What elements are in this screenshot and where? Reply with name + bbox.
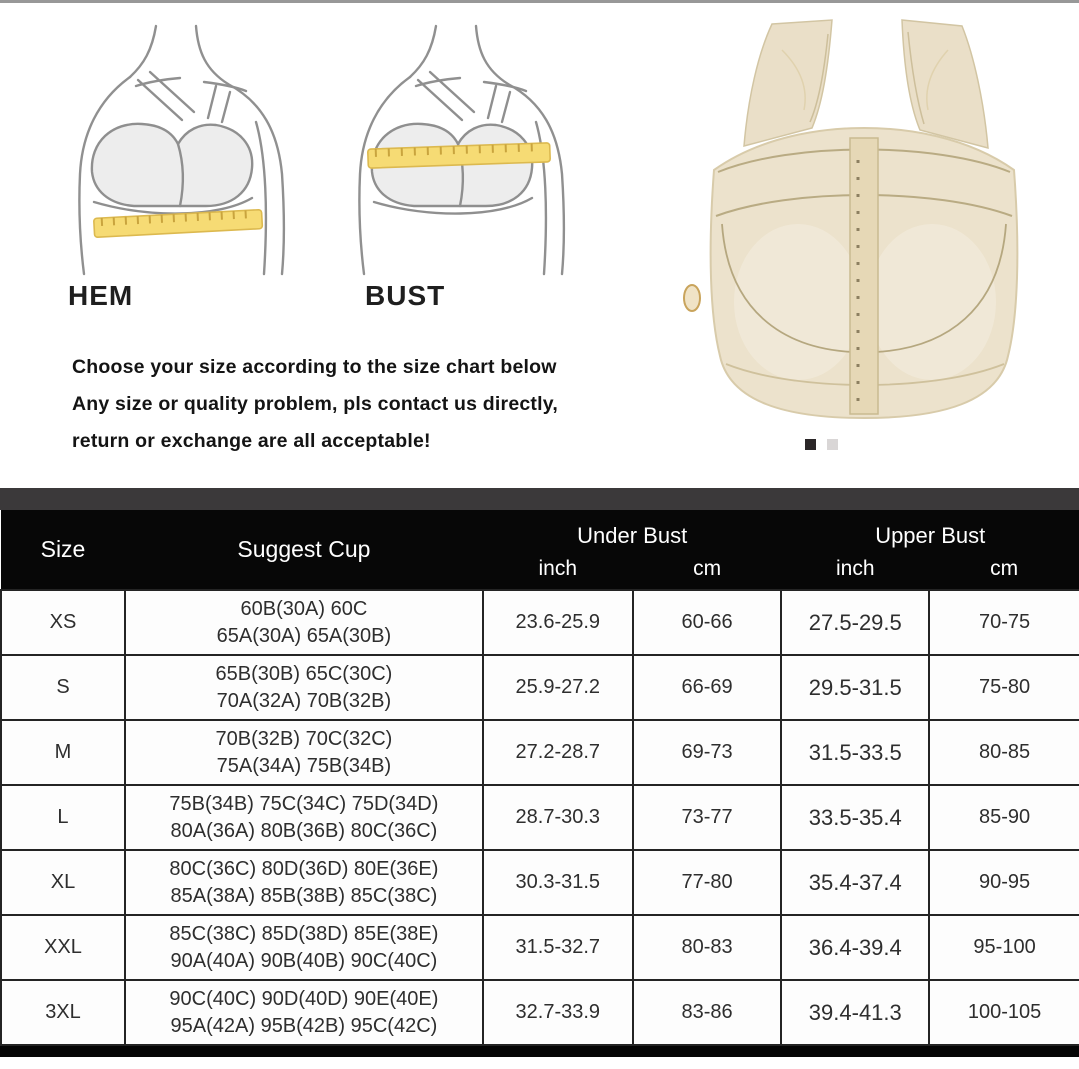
cell-upper-cm: 100-105 [928, 979, 1079, 1046]
cell-suggest-cup: 65B(30B) 65C(30C) 70A(32A) 70B(32B) [123, 654, 484, 721]
cell-under-inch: 30.3-31.5 [481, 849, 634, 916]
cell-under-inch: 32.7-33.9 [481, 979, 634, 1046]
size-chart-bottom-bar [0, 1046, 1079, 1057]
header-upper-inch: inch [781, 556, 930, 590]
cup-line-2: 75A(34A) 75B(34B) [216, 754, 392, 777]
cell-size: L [0, 784, 126, 851]
table-row-xxl: XXL 85C(38C) 85D(38D) 85E(38E) 90A(40A) … [0, 914, 1079, 981]
cell-size: XXL [0, 914, 126, 981]
cup-line-1: 70B(32B) 70C(32C) [215, 727, 393, 750]
gallery-dots [805, 439, 838, 450]
cup-line-2: 70A(32A) 70B(32B) [216, 689, 392, 712]
note-line-3: return or exchange are all acceptable! [72, 430, 431, 452]
cell-upper-inch: 39.4-41.3 [780, 979, 931, 1046]
cell-upper-cm: 70-75 [928, 589, 1079, 656]
gallery-dot-inactive[interactable] [827, 439, 838, 450]
cell-suggest-cup: 60B(30A) 60C 65A(30A) 65A(30B) [123, 589, 484, 656]
cell-upper-cm: 90-95 [928, 849, 1079, 916]
cell-under-inch: 25.9-27.2 [481, 654, 634, 721]
header-upper-cm: cm [929, 556, 1079, 590]
product-photo[interactable] [652, 10, 1076, 432]
table-row-xs: XS 60B(30A) 60C 65A(30A) 65A(30B) 23.6-2… [0, 589, 1079, 656]
table-row-m: M 70B(32B) 70C(32C) 75A(34A) 75B(34B) 27… [0, 719, 1079, 786]
top-divider [0, 0, 1079, 3]
cell-under-inch: 27.2-28.7 [481, 719, 634, 786]
cell-under-cm: 66-69 [631, 654, 783, 721]
bust-measure-diagram [358, 24, 566, 276]
cup-line-1: 65B(30B) 65C(30C) [215, 662, 393, 685]
header-size: Size [1, 510, 125, 590]
note-line-1: Choose your size according to the size c… [72, 356, 557, 378]
cell-upper-cm: 95-100 [928, 914, 1079, 981]
header-upper-bust: Upper Bust [781, 510, 1079, 556]
cell-suggest-cup: 85C(38C) 85D(38D) 85E(38E) 90A(40A) 90B(… [123, 914, 484, 981]
cell-size: M [0, 719, 126, 786]
cell-under-cm: 83-86 [631, 979, 783, 1046]
cell-upper-cm: 75-80 [928, 654, 1079, 721]
cell-under-inch: 23.6-25.9 [481, 589, 634, 656]
cell-suggest-cup: 90C(40C) 90D(40D) 90E(40E) 95A(42A) 95B(… [123, 979, 484, 1046]
cell-size: S [0, 654, 126, 721]
cup-line-1: 80C(36C) 80D(36D) 80E(36E) [169, 857, 439, 880]
cell-under-cm: 77-80 [631, 849, 783, 916]
cup-line-1: 75B(34B) 75C(34C) 75D(34D) [169, 792, 439, 815]
cell-upper-cm: 85-90 [928, 784, 1079, 851]
bust-label: BUST [365, 280, 446, 311]
table-row-l: L 75B(34B) 75C(34C) 75D(34D) 80A(36A) 80… [0, 784, 1079, 851]
bra-product-image [683, 19, 1019, 420]
cell-upper-inch: 31.5-33.5 [780, 719, 931, 786]
cell-upper-inch: 27.5-29.5 [780, 589, 931, 656]
header-under-bust: Under Bust [482, 510, 782, 556]
sizing-note-text: Choose your size according to the size c… [72, 349, 558, 460]
cup-line-1: 60B(30A) 60C [240, 597, 368, 620]
cell-under-cm: 73-77 [631, 784, 783, 851]
size-chart: Size Suggest Cup Under Bust Upper Bust i… [0, 488, 1079, 1057]
cup-line-2: 85A(38A) 85B(38B) 85C(38C) [170, 884, 438, 907]
cell-suggest-cup: 80C(36C) 80D(36D) 80E(36E) 85A(38A) 85B(… [123, 849, 484, 916]
cell-suggest-cup: 75B(34B) 75C(34C) 75D(34D) 80A(36A) 80B(… [123, 784, 484, 851]
cell-under-inch: 28.7-30.3 [481, 784, 634, 851]
cup-line-1: 85C(38C) 85D(38D) 85E(38E) [169, 922, 439, 945]
size-chart-table: Size Suggest Cup Under Bust Upper Bust i… [0, 510, 1079, 1046]
cup-line-2: 95A(42A) 95B(42B) 95C(42C) [170, 1014, 438, 1037]
table-row-xl: XL 80C(36C) 80D(36D) 80E(36E) 85A(38A) 8… [0, 849, 1079, 916]
hem-label: HEM [68, 280, 134, 311]
cup-line-2: 80A(36A) 80B(36B) 80C(36C) [170, 819, 438, 842]
cell-under-cm: 60-66 [631, 589, 783, 656]
cell-upper-inch: 33.5-35.4 [780, 784, 931, 851]
cup-line-2: 65A(30A) 65A(30B) [216, 624, 392, 647]
cell-upper-inch: 36.4-39.4 [780, 914, 931, 981]
cell-size: 3XL [0, 979, 126, 1046]
hem-measure-diagram [78, 24, 286, 276]
cup-line-2: 90A(40A) 90B(40B) 90C(40C) [170, 949, 438, 972]
size-chart-top-strip [0, 488, 1079, 510]
cell-under-cm: 80-83 [631, 914, 783, 981]
table-row-3xl: 3XL 90C(40C) 90D(40D) 90E(40E) 95A(42A) … [0, 979, 1079, 1046]
cell-upper-cm: 80-85 [928, 719, 1079, 786]
cup-line-1: 90C(40C) 90D(40D) 90E(40E) [169, 987, 439, 1010]
gallery-dot-active[interactable] [805, 439, 816, 450]
header-under-cm: cm [632, 556, 782, 590]
table-row-s: S 65B(30B) 65C(30C) 70A(32A) 70B(32B) 25… [0, 654, 1079, 721]
header-suggest-cup: Suggest Cup [124, 510, 483, 590]
header-under-inch: inch [482, 556, 633, 590]
cell-size: XL [0, 849, 126, 916]
cell-size: XS [0, 589, 126, 656]
cell-suggest-cup: 70B(32B) 70C(32C) 75A(34A) 75B(34B) [123, 719, 484, 786]
cell-upper-inch: 35.4-37.4 [780, 849, 931, 916]
cell-under-cm: 69-73 [631, 719, 783, 786]
note-line-2: Any size or quality problem, pls contact… [72, 393, 558, 415]
cell-upper-inch: 29.5-31.5 [780, 654, 931, 721]
cell-under-inch: 31.5-32.7 [481, 914, 634, 981]
